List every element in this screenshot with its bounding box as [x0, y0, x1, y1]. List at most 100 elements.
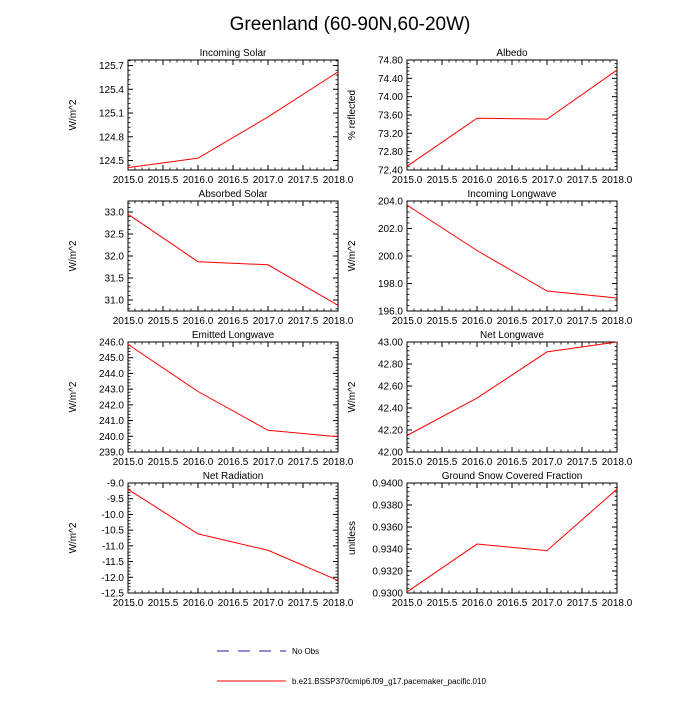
y-tick-label: 200.0 — [378, 252, 403, 263]
y-axis-label: W/m^2 — [68, 240, 79, 271]
y-tick-label: 124.5 — [99, 156, 124, 167]
x-tick-label: 2017.0 — [532, 316, 563, 327]
plot-frame — [407, 60, 617, 170]
x-tick-label: 2018.0 — [323, 175, 354, 186]
y-axis-label: W/m^2 — [347, 381, 358, 412]
y-tick-label: 241.0 — [99, 416, 124, 427]
y-tick-label: 74.80 — [378, 56, 403, 67]
x-tick-label: 2018.0 — [323, 316, 354, 327]
panel-title: Absorbed Solar — [199, 189, 269, 200]
y-tick-label: -12.5 — [101, 589, 124, 600]
y-axis-label: W/m^2 — [68, 381, 79, 412]
y-tick-label: 72.40 — [378, 166, 403, 177]
x-tick-label: 2016.5 — [218, 598, 249, 609]
x-tick-label: 2016.5 — [497, 316, 528, 327]
y-tick-label: 0.9320 — [372, 567, 403, 578]
x-tick-label: 2017.0 — [253, 175, 284, 186]
y-tick-label: 33.0 — [105, 208, 125, 219]
x-tick-label: 2015.0 — [113, 598, 144, 609]
series-line — [407, 205, 617, 298]
x-tick-label: 2017.0 — [532, 598, 563, 609]
series-line — [128, 344, 338, 436]
y-tick-label: -11.0 — [102, 541, 124, 552]
x-tick-label: 2016.5 — [497, 175, 528, 186]
y-tick-label: -12.0 — [101, 573, 124, 584]
y-tick-label: 42.40 — [378, 404, 403, 415]
x-tick-label: 2016.0 — [183, 175, 214, 186]
legend-obs-label: No Obs — [292, 647, 319, 656]
x-tick-label: 2015.5 — [148, 457, 179, 468]
x-tick-label: 2015.5 — [148, 316, 179, 327]
y-tick-label: -10.0 — [101, 510, 124, 521]
y-tick-label: 125.7 — [99, 61, 124, 72]
x-tick-label: 2015.0 — [392, 598, 423, 609]
series-line — [128, 72, 338, 168]
plot-frame — [407, 483, 617, 593]
x-tick-label: 2016.0 — [183, 316, 214, 327]
y-tick-label: 42.00 — [378, 448, 403, 459]
y-tick-label: -10.5 — [101, 526, 124, 537]
y-tick-label: 32.0 — [105, 252, 125, 263]
series-line — [128, 489, 338, 580]
x-tick-label: 2017.5 — [288, 175, 319, 186]
y-axis-label: W/m^2 — [68, 522, 79, 553]
x-tick-label: 2018.0 — [323, 598, 354, 609]
x-tick-label: 2015.5 — [148, 175, 179, 186]
y-tick-label: 0.9300 — [372, 589, 403, 600]
y-axis-label: W/m^2 — [68, 99, 79, 130]
x-tick-label: 2018.0 — [602, 316, 633, 327]
y-tick-label: 125.1 — [99, 109, 124, 120]
panel-title: Emitted Longwave — [192, 330, 275, 341]
x-tick-label: 2018.0 — [602, 598, 633, 609]
y-tick-label: 242.0 — [99, 400, 124, 411]
series-line — [407, 489, 617, 592]
y-tick-label: 31.0 — [105, 296, 125, 307]
x-tick-label: 2016.0 — [462, 598, 493, 609]
x-tick-label: 2015.5 — [427, 316, 458, 327]
x-tick-label: 2016.5 — [497, 457, 528, 468]
y-tick-label: 74.40 — [378, 74, 403, 85]
x-tick-label: 2016.0 — [462, 316, 493, 327]
panels: Incoming Solar 2015.0 2015.5 2016.0 2016.5 20… — [68, 48, 633, 609]
x-tick-label: 2016.5 — [218, 316, 249, 327]
x-tick-label: 2017.5 — [288, 457, 319, 468]
x-tick-label: 2015.5 — [427, 598, 458, 609]
y-tick-label: 246.0 — [99, 338, 124, 349]
y-tick-label: 0.9380 — [372, 501, 403, 512]
x-tick-label: 2017.5 — [288, 316, 319, 327]
plot-frame — [128, 201, 338, 311]
x-tick-label: 2017.0 — [532, 457, 563, 468]
y-tick-label: 31.5 — [105, 274, 125, 285]
y-tick-label: 245.0 — [99, 353, 124, 364]
panel-title: Incoming Solar — [200, 48, 267, 59]
y-tick-label: 125.4 — [99, 85, 124, 96]
x-tick-label: 2015.5 — [427, 175, 458, 186]
x-tick-label: 2017.0 — [532, 175, 563, 186]
panel-title: Ground Snow Covered Fraction — [442, 471, 583, 482]
y-axis-label: W/m^2 — [347, 240, 358, 271]
series-line — [407, 342, 617, 436]
x-tick-label: 2017.5 — [288, 598, 319, 609]
y-axis-label: % reflected — [347, 90, 358, 140]
x-tick-label: 2015.5 — [427, 457, 458, 468]
x-tick-label: 2016.5 — [218, 175, 249, 186]
x-tick-label: 2016.0 — [462, 175, 493, 186]
x-tick-label: 2016.0 — [183, 598, 214, 609]
plot-frame — [128, 342, 338, 452]
y-axis-label: unitless — [347, 521, 358, 555]
x-tick-label: 2017.0 — [253, 316, 284, 327]
y-tick-label: 73.60 — [378, 111, 403, 122]
x-tick-label: 2015.5 — [148, 598, 179, 609]
x-tick-label: 2016.0 — [183, 457, 214, 468]
panel-title: Net Longwave — [480, 330, 544, 341]
x-tick-label: 2016.5 — [218, 457, 249, 468]
y-tick-label: 0.9360 — [372, 523, 403, 534]
x-tick-label: 2016.5 — [497, 598, 528, 609]
y-tick-label: -9.0 — [107, 479, 125, 490]
y-tick-label: 74.00 — [378, 92, 403, 103]
